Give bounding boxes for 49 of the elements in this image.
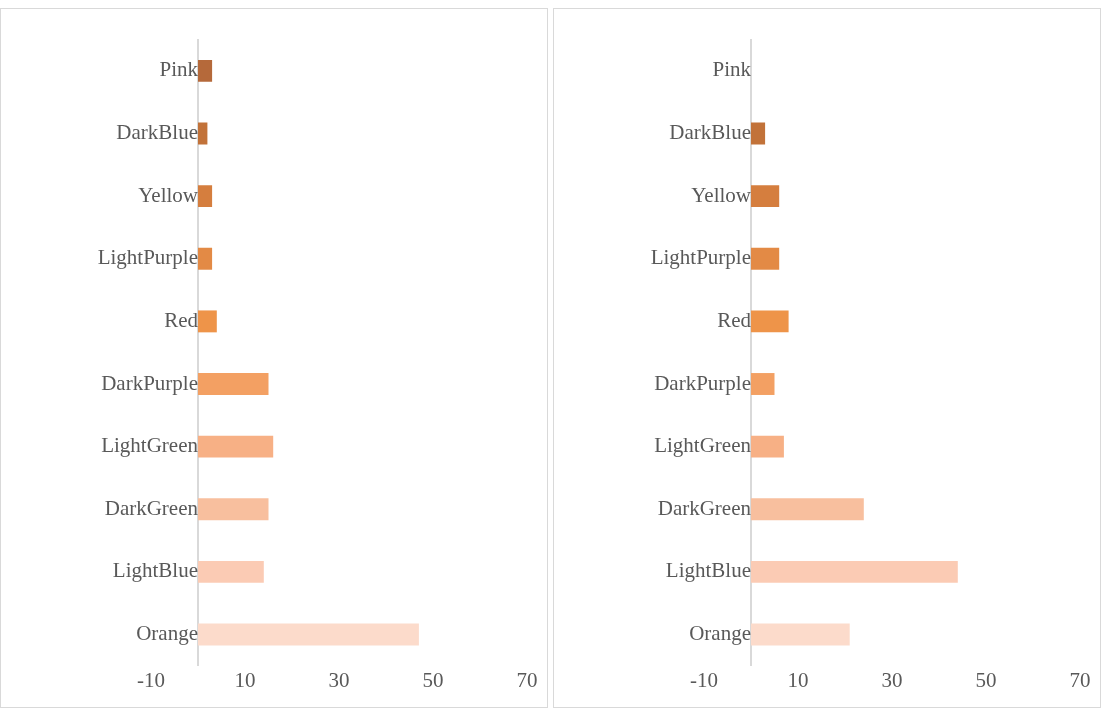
bar xyxy=(198,247,213,270)
bar xyxy=(751,185,780,208)
x-tick-label: 70 xyxy=(516,667,538,692)
bar xyxy=(751,435,784,458)
y-tick-label: Yellow xyxy=(138,182,199,207)
x-tick-label: -10 xyxy=(137,667,165,692)
x-tick-label: 30 xyxy=(881,667,903,692)
bar xyxy=(198,59,213,82)
y-tick-label: LightPurple xyxy=(650,245,751,270)
y-tick-label: Pink xyxy=(712,57,752,82)
x-tick-label: -10 xyxy=(690,667,718,692)
bar xyxy=(198,373,269,395)
x-tick-label: 50 xyxy=(422,667,444,692)
y-tick-label: DarkBlue xyxy=(669,120,751,145)
bar xyxy=(751,623,850,646)
y-tick-label: Red xyxy=(164,307,199,332)
y-tick-label: Orange xyxy=(689,621,751,646)
bar xyxy=(198,498,269,521)
y-tick-label: Red xyxy=(717,307,752,332)
y-tick-label: LightGreen xyxy=(101,433,199,458)
y-tick-label: Orange xyxy=(136,621,198,646)
x-tick-label: 10 xyxy=(234,667,256,692)
bar xyxy=(751,247,780,270)
bar xyxy=(751,373,775,395)
y-tick-label: LightBlue xyxy=(665,558,751,583)
y-tick-label: DarkGreen xyxy=(657,495,752,520)
bar xyxy=(751,560,958,583)
y-tick-label: DarkPurple xyxy=(101,370,198,395)
x-tick-label: 70 xyxy=(1069,667,1091,692)
bar xyxy=(198,560,264,583)
x-tick-label: 10 xyxy=(787,667,809,692)
y-tick-label: LightPurple xyxy=(97,245,198,270)
bar xyxy=(198,623,419,646)
bar xyxy=(751,122,766,145)
bar xyxy=(198,185,213,208)
y-tick-label: DarkPurple xyxy=(654,370,751,395)
bar xyxy=(751,310,789,333)
y-tick-label: DarkGreen xyxy=(104,495,199,520)
y-tick-label: Yellow xyxy=(691,182,752,207)
bar xyxy=(198,122,208,145)
y-tick-label: Pink xyxy=(159,57,199,82)
y-tick-label: DarkBlue xyxy=(116,120,198,145)
y-tick-label: LightBlue xyxy=(112,558,198,583)
bar xyxy=(198,310,217,333)
bar xyxy=(198,435,274,458)
x-tick-label: 50 xyxy=(975,667,997,692)
x-tick-label: 30 xyxy=(328,667,350,692)
y-tick-label: LightGreen xyxy=(654,433,752,458)
bar xyxy=(751,498,864,521)
